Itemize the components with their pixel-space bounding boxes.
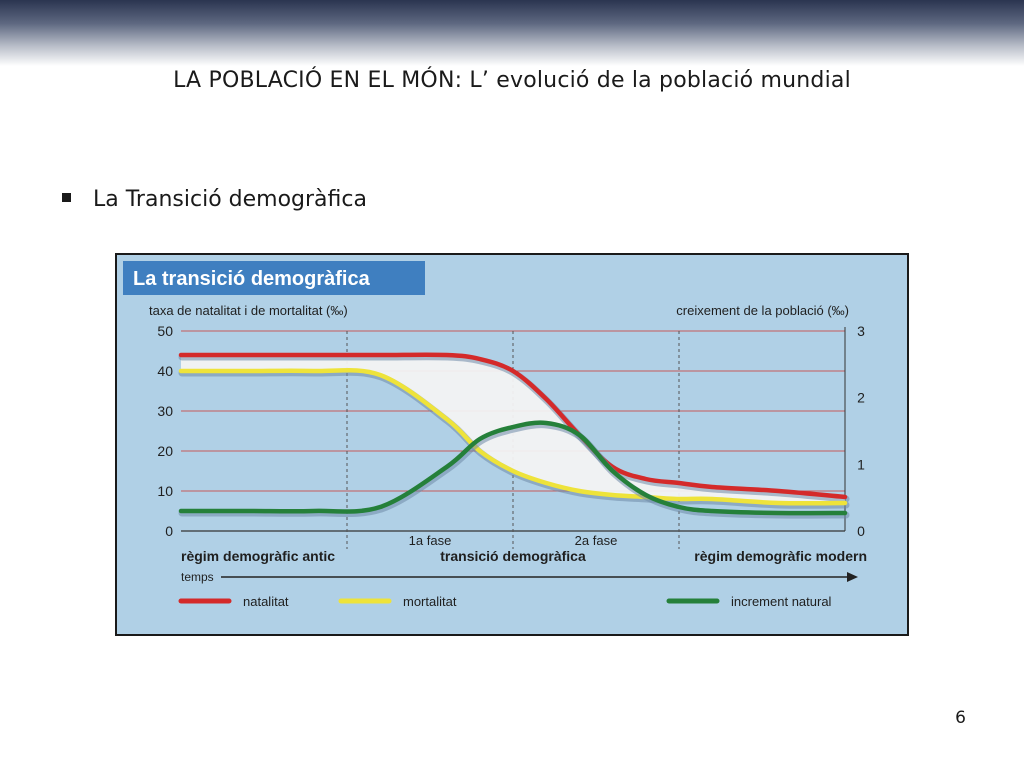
stage-label-2: transició demogràfica	[440, 548, 586, 564]
left-tick-50: 50	[157, 323, 173, 339]
series-line-mortalitat	[178, 368, 848, 506]
right-tick-0: 0	[857, 523, 865, 539]
legend-label-natalitat: natalitat	[243, 594, 289, 609]
left-axis-label: taxa de natalitat i de mortalitat (‰)	[149, 303, 348, 318]
phase-label-2: 2a fase	[575, 533, 618, 548]
time-arrow-head	[847, 572, 858, 582]
stage-label-1: règim demogràfic antic	[181, 548, 335, 564]
legend-label-mortalitat: mortalitat	[403, 594, 457, 609]
bullet-square-icon	[62, 192, 71, 202]
right-tick-3: 3	[857, 323, 865, 339]
left-tick-30: 30	[157, 403, 173, 419]
right-tick-1: 1	[857, 456, 865, 472]
chart-title-background	[123, 261, 425, 295]
demographic-transition-figure: La transició demogràfica taxa de natalit…	[115, 253, 909, 636]
series-line-natalitat	[178, 352, 848, 500]
title-band	[0, 0, 1024, 66]
right-tick-2: 2	[857, 390, 865, 406]
legend-label-increment-natural: increment natural	[731, 594, 832, 609]
slide-title: LA POBLACIÓ EN EL MÓN: L’ evolució de la…	[173, 68, 851, 93]
series-line-increment-natural	[178, 420, 848, 516]
bullet-text: La Transició demogràfica	[93, 187, 367, 212]
x-axis-label: temps	[181, 570, 214, 584]
left-tick-10: 10	[157, 483, 173, 499]
bullet-item: La Transició demogràfica	[62, 187, 367, 212]
right-axis-label: creixement de la població (‰)	[676, 303, 849, 318]
left-tick-20: 20	[157, 443, 173, 459]
left-tick-40: 40	[157, 363, 173, 379]
page-number: 6	[955, 708, 966, 728]
left-tick-0: 0	[165, 523, 173, 539]
chart-svg: La transició demogràfica taxa de natalit…	[117, 255, 907, 634]
phase-label-1: 1a fase	[409, 533, 452, 548]
chart-title: La transició demogràfica	[133, 268, 371, 290]
stage-label-3: règim demogràfic modern	[694, 548, 867, 564]
